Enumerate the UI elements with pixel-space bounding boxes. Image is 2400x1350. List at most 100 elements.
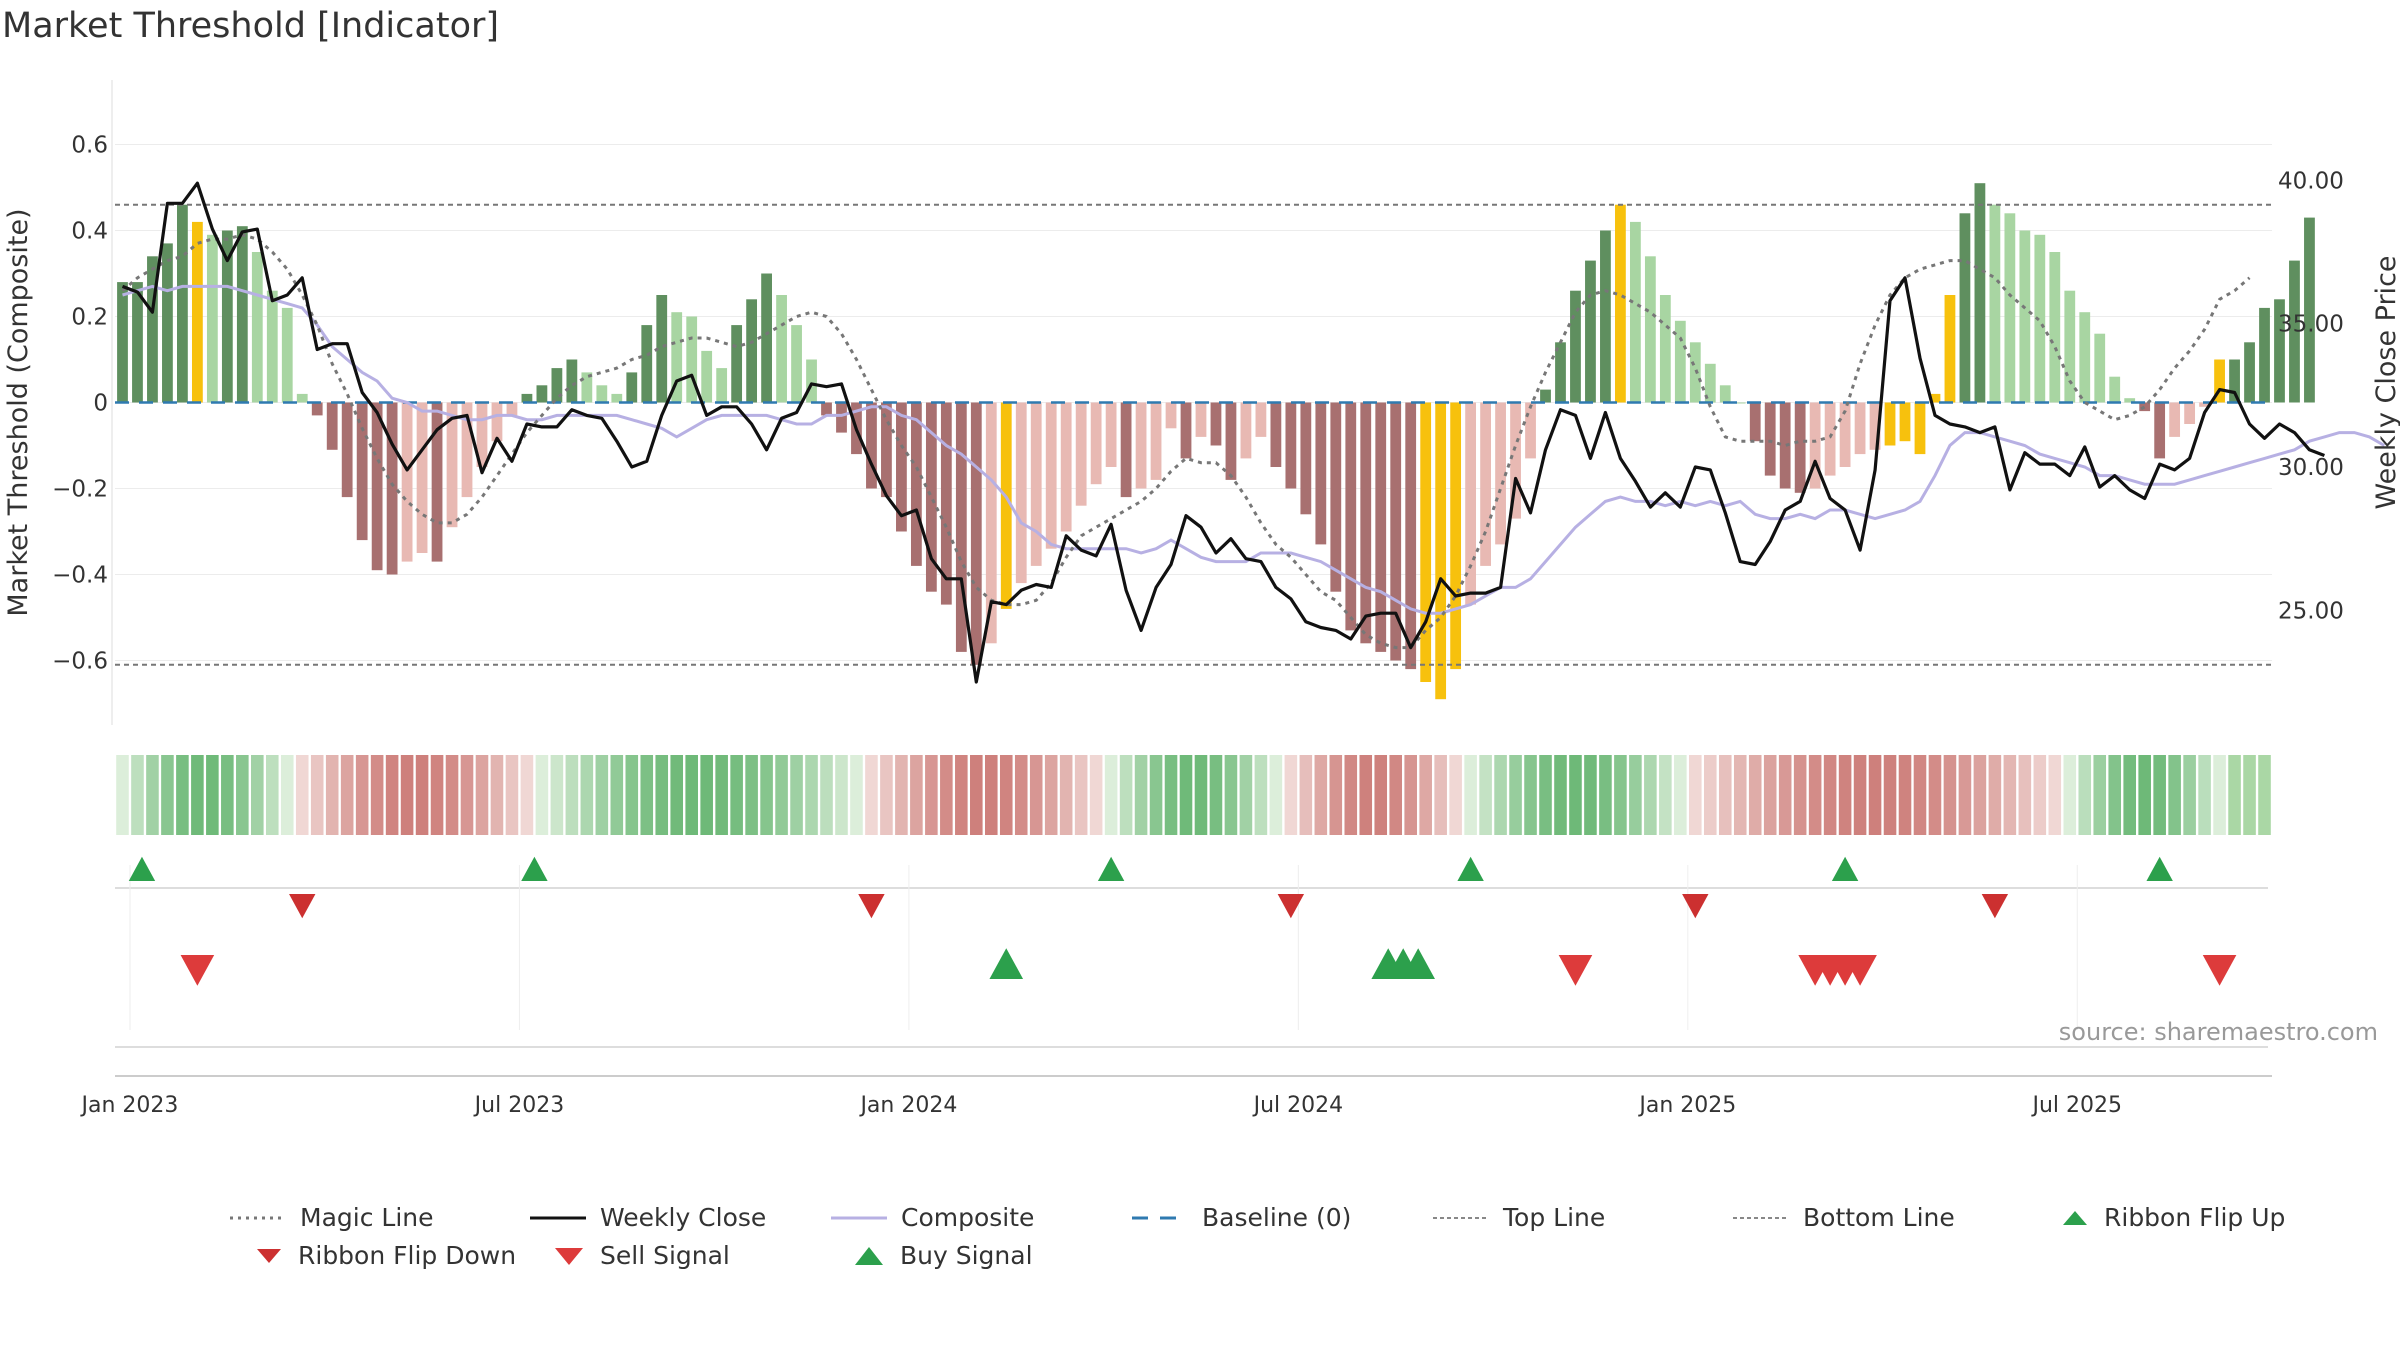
ribbon-cell bbox=[610, 755, 624, 835]
histogram-bar bbox=[236, 226, 248, 403]
ribbon-cell bbox=[325, 755, 339, 835]
histogram-bar bbox=[1854, 402, 1866, 455]
ribbon-cell bbox=[191, 755, 204, 835]
ribbon-cell bbox=[880, 755, 893, 835]
market-threshold-chart: 0.6 0.4 0.2 0 −0.2 −0.4 −0.6 Market Threshold (… bbox=[3, 80, 2400, 1118]
sell-signal-marker bbox=[1843, 955, 1877, 986]
histogram-bar bbox=[1659, 295, 1671, 403]
legend-label: Magic Line bbox=[300, 1203, 434, 1232]
histogram-bar bbox=[581, 372, 593, 403]
legend-label: Ribbon Flip Down bbox=[298, 1241, 517, 1270]
ribbon-cell bbox=[1089, 755, 1103, 835]
ribbon-cell bbox=[1119, 755, 1133, 835]
histogram-bar bbox=[1375, 402, 1387, 652]
ribbon-flip-down-marker bbox=[1981, 894, 2009, 919]
histogram-bar bbox=[1884, 402, 1896, 446]
ribbon-cell bbox=[1014, 755, 1028, 835]
histogram-bar bbox=[521, 393, 533, 403]
histogram-bar bbox=[132, 282, 143, 403]
y-axis-label: Market Threshold (Composite) bbox=[3, 208, 34, 616]
histogram-bar bbox=[2229, 359, 2240, 403]
x-tick-label: Jul 2024 bbox=[1252, 1093, 1344, 1118]
histogram-bar bbox=[1105, 402, 1117, 467]
ribbon-cell bbox=[1239, 755, 1253, 835]
ribbon-cell bbox=[370, 755, 384, 835]
histogram-bar bbox=[221, 230, 233, 403]
histogram-bar bbox=[1135, 402, 1147, 489]
histogram-bar bbox=[2169, 402, 2181, 437]
histogram-bar bbox=[386, 402, 398, 575]
legend-baseline: Baseline (0) bbox=[1132, 1203, 1351, 1232]
histogram-bar bbox=[491, 402, 503, 442]
histogram-bar bbox=[2259, 307, 2270, 403]
y-tick-label: −0.6 bbox=[52, 649, 108, 675]
ribbon-flip-up-marker bbox=[2146, 856, 2173, 881]
histogram-bar bbox=[1000, 402, 1012, 609]
legend-magic-line: Magic Line bbox=[230, 1203, 434, 1232]
histogram-bar bbox=[1689, 342, 1701, 403]
legend-label: Sell Signal bbox=[600, 1241, 730, 1270]
histogram-bar bbox=[821, 402, 832, 416]
ribbon-cell bbox=[430, 755, 444, 835]
ribbon-cell bbox=[925, 755, 938, 835]
histogram-bar bbox=[1045, 402, 1057, 549]
histogram-bar bbox=[2004, 213, 2016, 403]
histogram-bar bbox=[1210, 402, 1222, 446]
ribbon-cell bbox=[535, 755, 549, 835]
ribbon-cell bbox=[1793, 755, 1807, 835]
histogram-bar bbox=[2019, 230, 2031, 403]
ribbon-cell bbox=[2153, 755, 2166, 835]
ribbon-cell bbox=[2108, 755, 2122, 835]
histogram-bar bbox=[641, 325, 653, 403]
histogram-bar bbox=[416, 402, 428, 553]
histogram-bar bbox=[1719, 385, 1731, 403]
ribbon-flip-down-marker bbox=[858, 894, 885, 919]
ribbon-cell bbox=[1194, 755, 1208, 835]
histogram-bar bbox=[985, 402, 997, 644]
ribbon-cell bbox=[1614, 755, 1627, 835]
histogram-bar bbox=[1390, 402, 1402, 661]
histogram-bars bbox=[117, 183, 2315, 700]
y-tick-label: 0.4 bbox=[71, 219, 108, 245]
histogram-bar bbox=[311, 402, 323, 416]
histogram-bar bbox=[1465, 402, 1477, 605]
histogram-bar bbox=[2079, 312, 2091, 403]
ribbon-cell bbox=[176, 755, 189, 835]
ribbon-flip-up-marker bbox=[1457, 856, 1484, 881]
ribbon-cell bbox=[730, 755, 743, 835]
ribbon-cell bbox=[2168, 755, 2181, 835]
ribbon-cell bbox=[1718, 755, 1732, 835]
ribbon-cell bbox=[1778, 755, 1792, 835]
ribbon-cell bbox=[2123, 755, 2136, 835]
histogram-bar bbox=[2034, 234, 2046, 403]
ribbon-cell bbox=[1374, 755, 1388, 835]
ribbon-cell bbox=[355, 755, 369, 835]
y2-tick-label: 30.00 bbox=[2278, 455, 2344, 481]
histogram-bar bbox=[1540, 389, 1551, 403]
histogram-bar bbox=[1809, 402, 1821, 489]
legend-row-1: Magic Line Weekly Close Composite Baseli… bbox=[230, 1203, 2350, 1241]
ribbon-cell bbox=[835, 755, 848, 835]
histogram-bar bbox=[1704, 363, 1716, 403]
histogram-bar bbox=[1600, 230, 1611, 403]
ribbon-cell bbox=[221, 755, 234, 835]
histogram-bar bbox=[2214, 359, 2225, 403]
histogram-bar bbox=[551, 368, 563, 403]
ribbon-cell bbox=[984, 755, 998, 835]
x-tick-label: Jan 2023 bbox=[80, 1093, 179, 1118]
histogram-bar bbox=[461, 402, 473, 498]
ribbon-cell bbox=[820, 755, 833, 835]
legend-composite: Composite bbox=[831, 1203, 1034, 1232]
histogram-bar bbox=[1585, 260, 1596, 403]
histogram-bar bbox=[2064, 290, 2076, 403]
histogram-bar bbox=[356, 402, 368, 541]
ribbon-cell bbox=[550, 755, 564, 835]
ribbon-cell bbox=[775, 755, 788, 835]
legend-ribbon-flip-down: Ribbon Flip Down bbox=[254, 1241, 516, 1270]
ribbon-cell bbox=[1943, 755, 1957, 835]
ribbon-cell bbox=[1164, 755, 1178, 835]
histogram-bar bbox=[896, 402, 907, 532]
ribbon-cell bbox=[400, 755, 414, 835]
histogram-bar bbox=[881, 402, 892, 498]
histogram-bar bbox=[1839, 402, 1851, 467]
